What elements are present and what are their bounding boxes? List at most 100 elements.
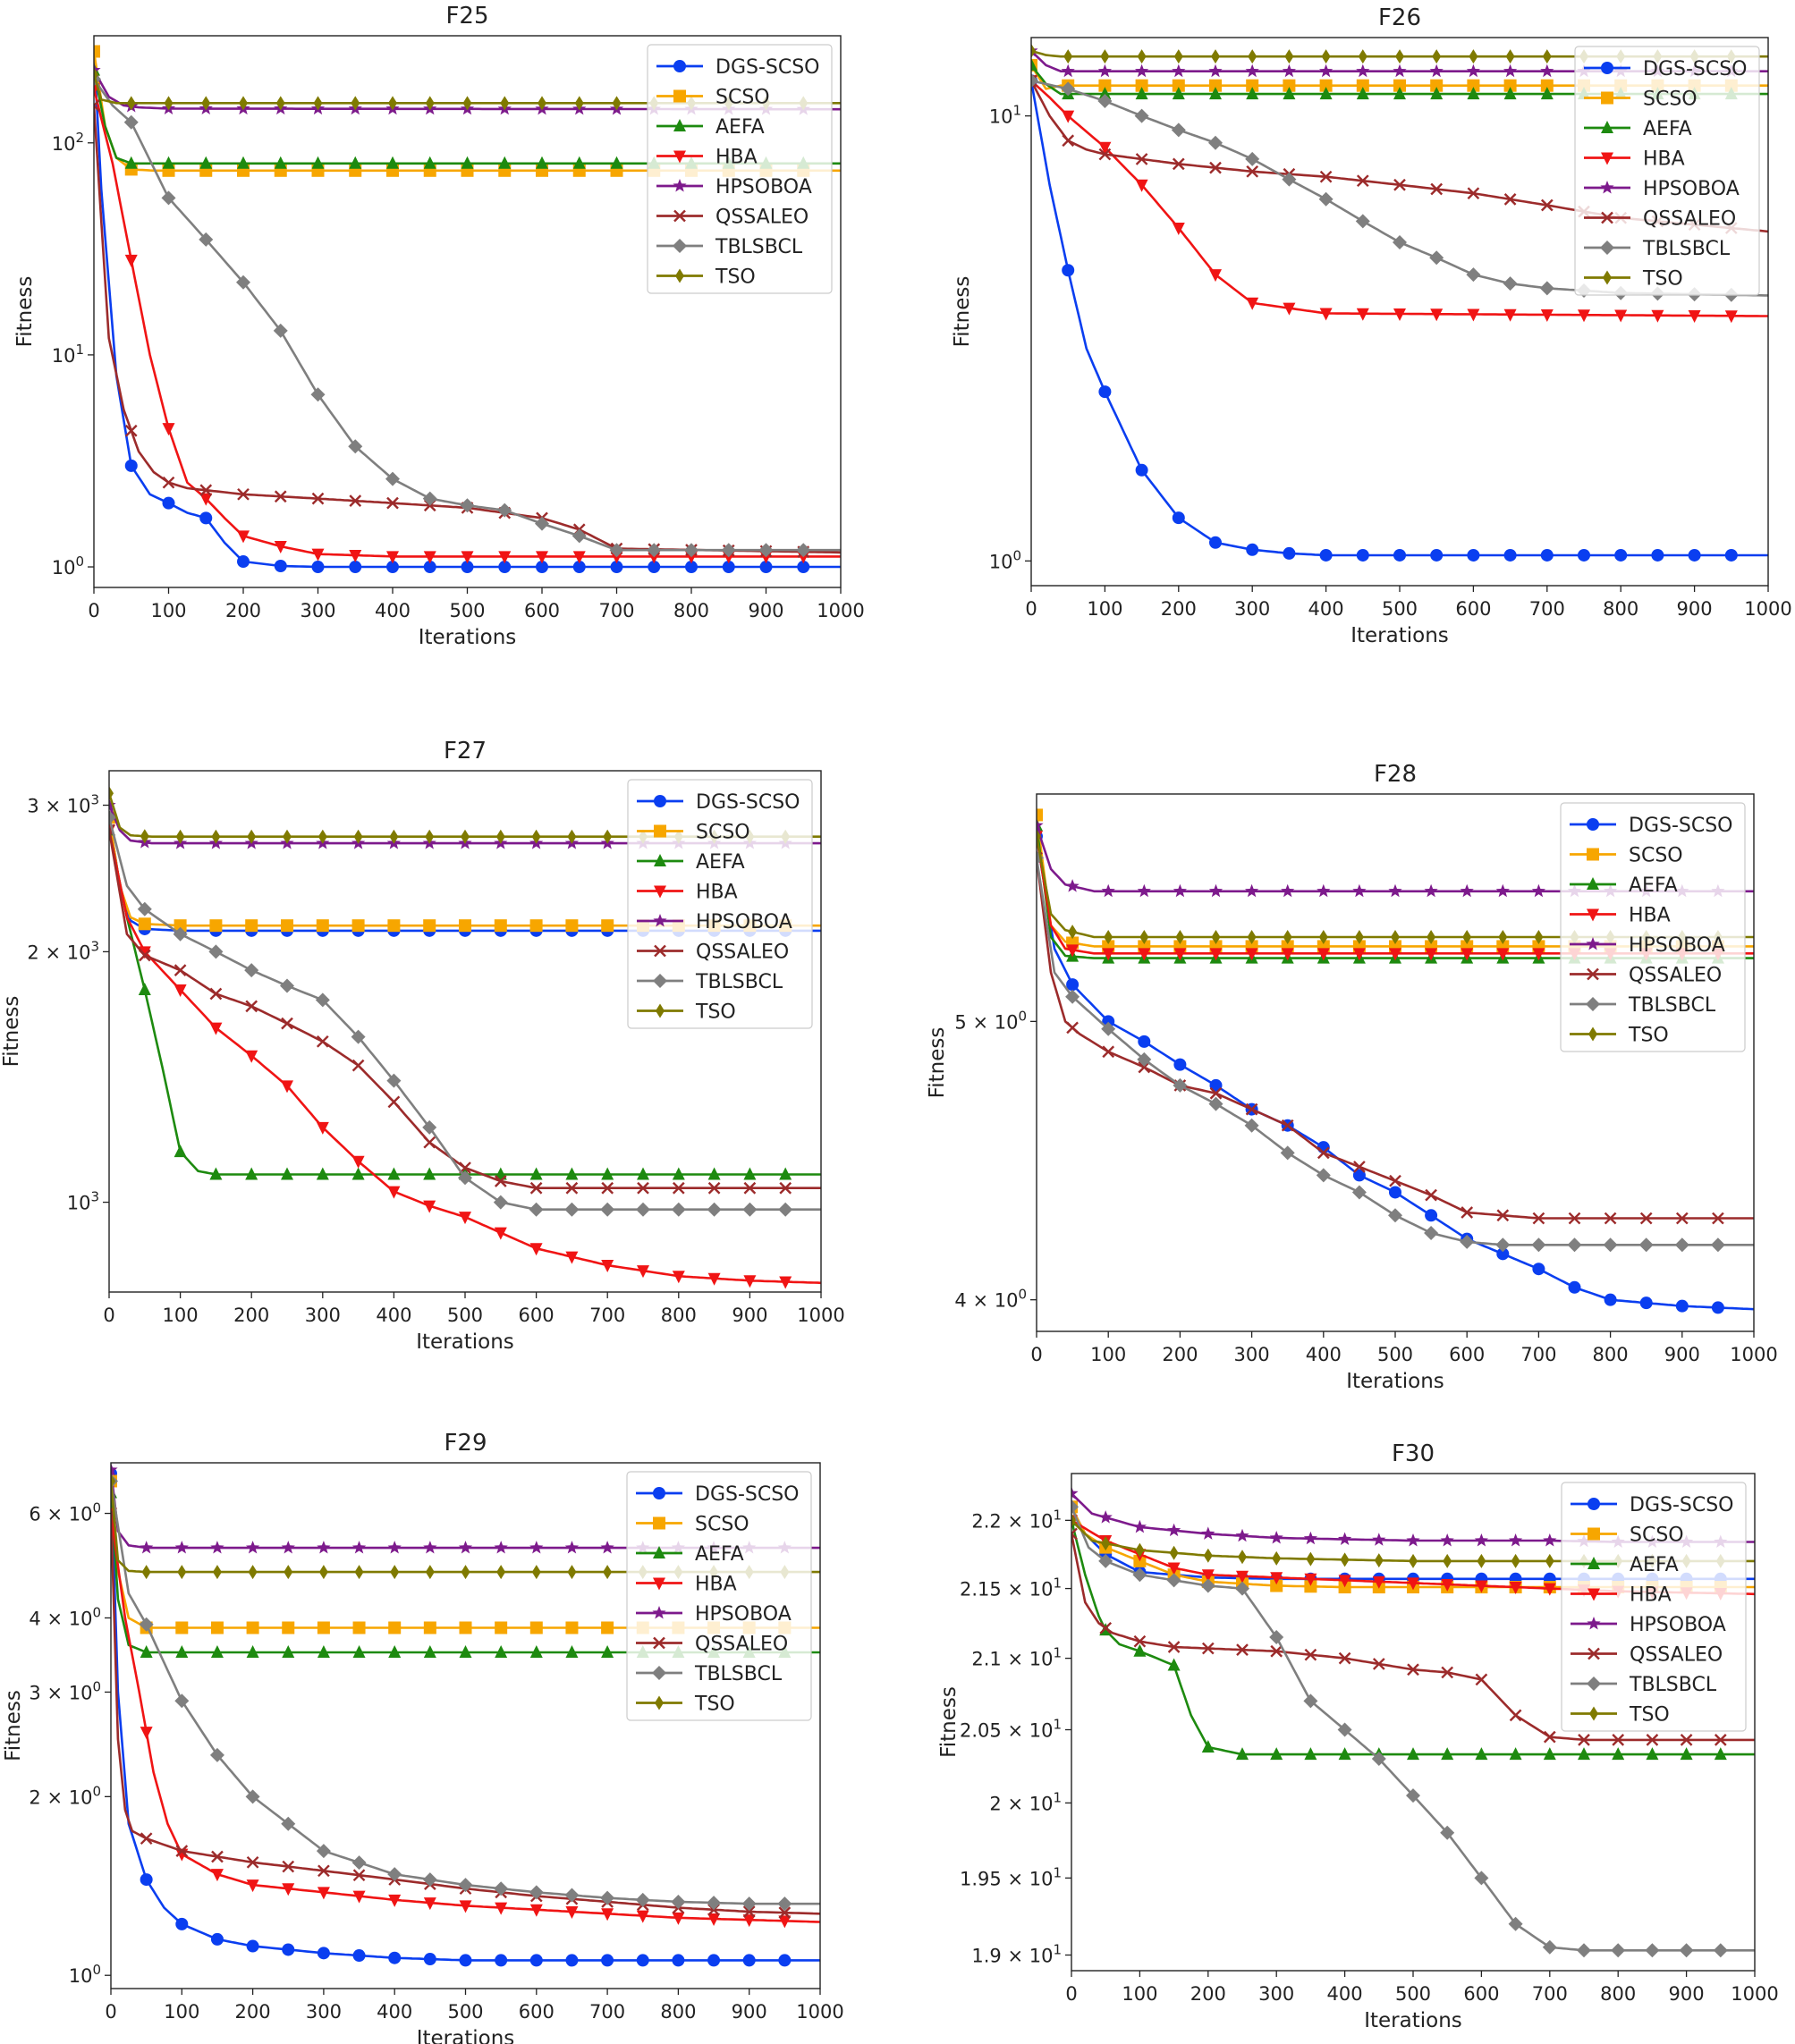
- series-marker-tso: [1395, 49, 1404, 64]
- series-marker-tso: [388, 96, 397, 111]
- series-marker-hba: [1102, 948, 1115, 961]
- series-marker-dgs-scso: [140, 1873, 153, 1887]
- series-marker-hba: [1578, 309, 1590, 323]
- series-marker-hpsoboa: [1303, 1531, 1317, 1545]
- series-marker-qssaleo: [1639, 1212, 1653, 1225]
- legend-label-tso: TSO: [1628, 1025, 1669, 1047]
- x-tick-label: 300: [306, 2001, 342, 2023]
- series-marker-hpsoboa: [1172, 63, 1186, 78]
- series-marker-tblsbcl: [1674, 1237, 1689, 1253]
- series-marker-hba: [1688, 310, 1701, 324]
- series-marker-aefa: [1338, 1747, 1351, 1761]
- legend: DGS-SCSO SCSO AEFA HBA HPSOBOA QSSALEO TBLSBCL…: [1560, 802, 1746, 1052]
- series-marker-hba: [743, 1275, 757, 1288]
- series-marker-tblsbcl: [245, 1789, 260, 1804]
- series-marker-tblsbcl: [1371, 1752, 1386, 1767]
- x-axis-label: Iterations: [1346, 1370, 1444, 1393]
- series-marker-hpsoboa: [458, 1541, 473, 1554]
- series-marker-tblsbcl: [1531, 1237, 1546, 1253]
- series-marker-hpsoboa: [1460, 883, 1474, 898]
- legend-label-scso: SCSO: [696, 822, 750, 844]
- series-marker-tso: [1542, 49, 1552, 64]
- series-marker-hba: [423, 1897, 436, 1911]
- y-tick-label: 2.15 × 101: [960, 1575, 1062, 1601]
- x-tick-label: 0: [88, 600, 99, 621]
- series-marker-aefa: [743, 1167, 757, 1180]
- legend-marker-aefa: [1588, 1557, 1600, 1569]
- series-marker-tblsbcl: [1132, 1567, 1147, 1583]
- x-tick-label: 1000: [797, 1305, 844, 1326]
- series-marker-qssaleo: [494, 1175, 507, 1187]
- series-marker-tblsbcl: [529, 1885, 544, 1900]
- legend-label-scso: SCSO: [1630, 1525, 1684, 1547]
- series-marker-aefa: [423, 156, 436, 169]
- series-marker-aefa: [274, 156, 287, 169]
- series-marker-aefa: [495, 1644, 508, 1658]
- series-marker-tso: [1462, 929, 1472, 944]
- legend: DGS-SCSO SCSO AEFA HBA HPSOBOA QSSALEO TBLSBCL…: [1574, 46, 1760, 296]
- series-marker-scso: [281, 919, 293, 933]
- legend-marker-tso: [1589, 1706, 1598, 1721]
- legend-label-dgs-scso: DGS-SCSO: [695, 1483, 800, 1506]
- series-marker-tblsbcl: [1542, 1939, 1557, 1955]
- x-tick-label: 1000: [796, 2001, 843, 2023]
- series-marker-tblsbcl: [1577, 1943, 1591, 1958]
- series-marker-hpsoboa: [1097, 63, 1112, 78]
- series-marker-qssaleo: [1407, 1663, 1419, 1677]
- series-marker-tso: [248, 1565, 258, 1580]
- series-marker-qssaleo: [1209, 1086, 1223, 1100]
- legend-marker-tso: [655, 1695, 664, 1710]
- series-marker-aefa: [162, 156, 175, 169]
- series-marker-aefa: [199, 156, 213, 169]
- series-marker-hba: [1317, 948, 1330, 961]
- x-tick-label: 500: [1395, 1983, 1431, 2005]
- series-marker-aefa: [601, 1644, 614, 1658]
- series-marker-tso: [1031, 43, 1036, 58]
- series-marker-qssaleo: [1304, 1648, 1317, 1661]
- series-marker-tblsbcl: [458, 1170, 472, 1186]
- y-axis-label: Fitness: [937, 1686, 961, 1758]
- series-marker-hba: [1201, 1569, 1215, 1583]
- x-axis-label: Iterations: [1364, 2009, 1462, 2032]
- series-marker-scso: [1283, 79, 1296, 92]
- series-marker-dgs-scso: [1532, 1263, 1545, 1276]
- series-marker-tblsbcl: [1134, 108, 1149, 123]
- series-marker-tso: [1104, 929, 1113, 944]
- x-tick-label: 600: [1455, 598, 1491, 620]
- series-marker-hba: [1283, 302, 1296, 316]
- series-marker-tblsbcl: [310, 387, 326, 402]
- legend: DGS-SCSO SCSO AEFA HBA HPSOBOA QSSALEO TBLSBCL…: [627, 779, 813, 1029]
- series-marker-scso: [1135, 79, 1148, 92]
- series-marker-aefa: [386, 156, 399, 169]
- x-tick-label: 1000: [817, 600, 864, 621]
- series-marker-tso: [1498, 929, 1508, 944]
- series-marker-dgs-scso: [1711, 1301, 1724, 1314]
- series-marker-hba: [387, 1186, 401, 1199]
- series-marker-qssaleo: [1712, 1212, 1724, 1225]
- y-tick-label: 2.05 × 101: [960, 1717, 1062, 1742]
- series-marker-hpsoboa: [1245, 63, 1259, 78]
- series-marker-qssaleo: [1062, 134, 1075, 148]
- y-axis-label: Fitness: [2, 1690, 25, 1761]
- series-marker-scso: [316, 919, 329, 933]
- series-marker-qssaleo: [1102, 1045, 1115, 1059]
- series-marker-scso: [565, 1621, 579, 1634]
- series-marker-tblsbcl: [1208, 1096, 1223, 1111]
- series-marker-scso: [282, 1621, 295, 1634]
- series-marker-qssaleo: [1172, 157, 1185, 171]
- series-marker-hba: [352, 1890, 366, 1904]
- series-marker-tso: [201, 96, 211, 111]
- series-marker-aefa: [601, 1167, 614, 1180]
- series-marker-hpsoboa: [210, 1541, 224, 1554]
- series-marker-tblsbcl: [280, 978, 294, 993]
- series-marker-qssaleo: [211, 1850, 224, 1863]
- legend-label-hpsoboa: HPSOBOA: [1630, 1614, 1726, 1636]
- series-marker-hba: [707, 1272, 721, 1286]
- series-marker-hba: [316, 1121, 329, 1135]
- series-marker-dgs-scso: [1688, 548, 1701, 562]
- series-marker-tblsbcl: [493, 1195, 508, 1210]
- series-marker-hpsoboa: [174, 1541, 189, 1554]
- series-marker-tso: [612, 96, 622, 111]
- series-marker-tso: [1306, 1551, 1316, 1567]
- series-marker-tblsbcl: [1101, 1021, 1116, 1036]
